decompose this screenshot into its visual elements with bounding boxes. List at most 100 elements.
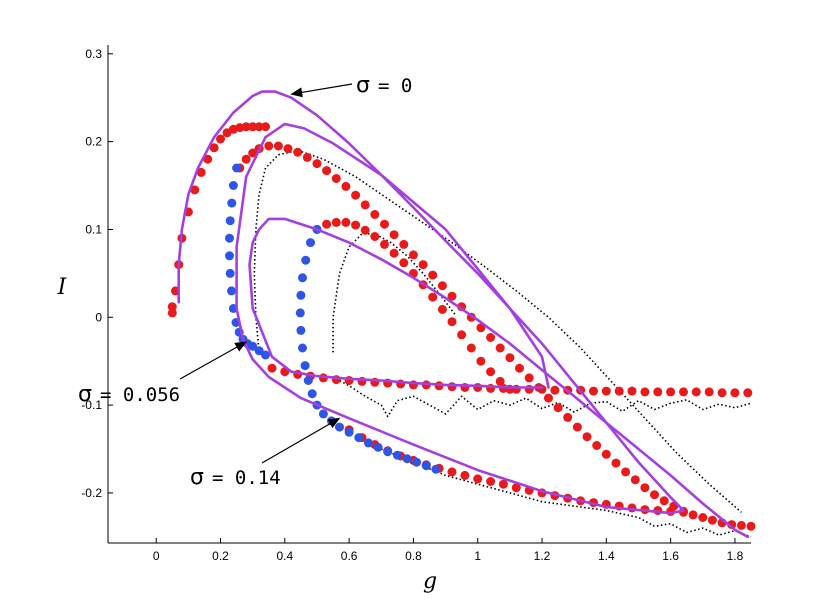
series-3-point-49	[698, 513, 708, 522]
series-7-point-0	[232, 163, 242, 173]
annotation-value-0: = 0	[378, 75, 412, 97]
series-5-point-33	[691, 387, 701, 397]
series-8-point-15	[344, 427, 354, 437]
series-8-point-4	[296, 290, 306, 300]
y-axis-label: I	[57, 275, 68, 300]
x-tick-label-9: 1.8	[727, 549, 744, 563]
series-4-point-6	[370, 232, 380, 241]
annotation-sigma-2: σ	[190, 465, 204, 490]
series-3-point-38	[592, 441, 602, 450]
series-3-point-33	[544, 393, 553, 403]
series-3-point-28	[495, 343, 505, 353]
series-8-point-21	[402, 454, 412, 464]
series-layer	[167, 90, 756, 539]
series-2-point-8	[203, 154, 213, 164]
series-6-point-9	[460, 470, 470, 480]
series-8-point-2	[301, 255, 311, 265]
series-5-point-0	[267, 363, 277, 373]
series-3-point-23	[447, 291, 457, 301]
series-line-1	[248, 217, 750, 539]
x-tick-label-6: 1.2	[534, 549, 551, 563]
x-tick-label-4: 0.8	[405, 549, 422, 563]
series-5-point-22	[550, 385, 560, 395]
series-3-point-29	[505, 353, 515, 363]
y-tick-label-0: 0.3	[85, 47, 102, 61]
series-3-point-15	[370, 210, 380, 219]
series-4-point-4	[351, 220, 361, 230]
series-5-point-29	[640, 387, 650, 397]
series-4-point-8	[389, 248, 399, 258]
series-2-point-0	[167, 308, 177, 318]
series-8-point-7	[298, 343, 307, 353]
series-3-point-45	[659, 496, 669, 506]
series-3-point-31	[524, 373, 534, 383]
annotation-arrow-0	[290, 83, 353, 98]
series-8-point-23	[421, 461, 431, 471]
series-3-point-17	[389, 230, 399, 240]
series-dotted-12	[380, 448, 752, 538]
series-3-point-19	[408, 250, 418, 260]
x-tick-label-3: 0.6	[341, 549, 358, 563]
series-8-point-16	[354, 433, 364, 443]
series-4-point-2	[331, 217, 341, 227]
series-7-point-14	[254, 346, 264, 356]
series-5-point-21	[537, 384, 547, 394]
series-8-point-10	[307, 389, 317, 399]
series-5-point-37	[743, 388, 753, 398]
x-tick-label-7: 1.4	[598, 549, 615, 563]
series-5-point-32	[679, 387, 688, 397]
series-8-point-19	[383, 447, 393, 457]
series-4-point-9	[399, 258, 409, 268]
y-tick-label-4: -0.1	[81, 398, 102, 412]
y-tick-label-2: 0.1	[85, 222, 102, 236]
series-2-point-15	[248, 122, 258, 132]
series-7-point-3	[225, 216, 235, 226]
series-3-point-41	[621, 467, 631, 477]
series-dotted-9	[253, 149, 742, 513]
series-3-point-5	[273, 141, 283, 151]
series-3-point-18	[399, 239, 409, 249]
series-3-point-37	[582, 432, 592, 442]
series-3-point-12	[341, 181, 351, 191]
series-3-point-6	[283, 144, 293, 154]
x-tick-label-1: 0.2	[212, 549, 229, 563]
series-4-point-19	[495, 376, 505, 386]
series-3-point-27	[486, 333, 496, 342]
series-3-point-30	[515, 363, 524, 373]
series-5-point-25	[589, 386, 598, 396]
x-tick-label-5: 1	[474, 549, 481, 563]
series-3-point-14	[360, 200, 370, 210]
series-4-point-13	[437, 304, 447, 314]
series-5-point-28	[627, 386, 637, 396]
series-2-point-1	[167, 302, 177, 312]
series-8-point-17	[363, 438, 373, 448]
x-tick-label-2: 0.4	[276, 549, 293, 563]
series-3-point-4	[264, 141, 274, 151]
series-3-point-16	[380, 219, 389, 229]
annotations: σ = 0 σ = 0.056 σ = 0.14	[78, 73, 412, 490]
series-3-point-2	[248, 148, 258, 158]
series-8-point-22	[412, 457, 422, 467]
series-7-point-1	[228, 181, 238, 190]
series-2-point-10	[216, 134, 225, 144]
series-5-point-14	[447, 382, 457, 392]
series-4-point-14	[447, 317, 457, 327]
series-2-point-9	[209, 143, 219, 153]
series-4-point-1	[322, 219, 332, 229]
series-8-point-14	[335, 422, 344, 432]
annotation-sigma-0: σ	[356, 73, 370, 98]
series-5-point-31	[666, 387, 676, 397]
ticks: 0 0.2 0.4 0.6 0.8 1 1.2 1.4 1.6 1.8 0.3 0.2 0.1 0 -0.1…	[81, 47, 743, 563]
series-5-point-16	[473, 383, 483, 392]
series-3-point-36	[572, 422, 582, 432]
series-3-point-22	[437, 281, 447, 291]
series-8-point-18	[373, 442, 383, 452]
series-2-point-17	[261, 122, 270, 132]
annotation-value-2: = 0.14	[212, 467, 281, 489]
series-5-point-26	[601, 386, 611, 396]
series-7-point-6	[225, 268, 235, 278]
series-7-point-7	[227, 286, 236, 296]
y-tick-label-1: 0.2	[85, 135, 102, 149]
series-3-point-54	[746, 521, 756, 531]
